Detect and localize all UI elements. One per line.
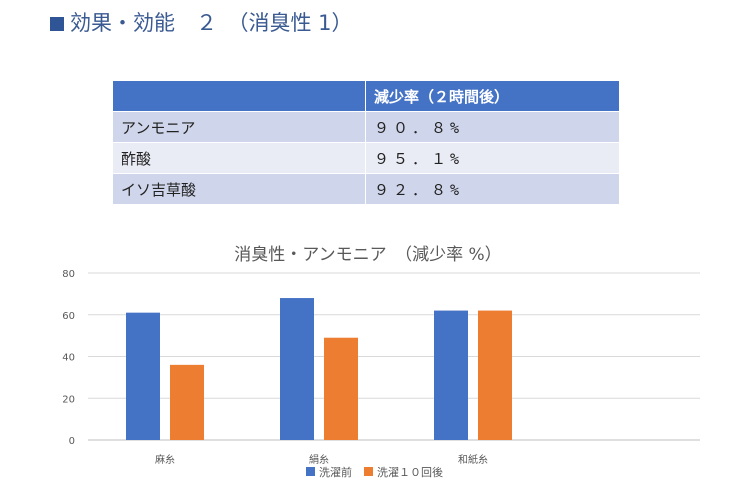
legend-swatch (306, 467, 315, 476)
x-tick-label: 和紙糸 (458, 453, 488, 466)
x-tick-label: 麻糸 (155, 453, 175, 466)
page-title-text: 効果・効能 ２ （消臭性 1） (70, 11, 353, 35)
table-header-cell (113, 81, 366, 112)
table-header-row: 減少率（２時間後） (113, 81, 619, 112)
legend-label: 洗濯１０回後 (377, 465, 443, 479)
table-cell-name: イソ吉草酸 (113, 173, 366, 204)
page-title: 効果・効能 ２ （消臭性 1） (50, 6, 353, 40)
x-tick-label: 絹糸 (309, 453, 329, 466)
y-tick-label: 20 (62, 394, 75, 405)
bar (434, 310, 468, 440)
table-row: 酢酸 ９５．１% (113, 142, 619, 174)
table-cell-value: ９２．８% (365, 173, 619, 204)
bar (170, 364, 204, 440)
results-table: 減少率（２時間後） アンモニア ９０．８% 酢酸 ９５．１% イソ吉草酸 ９２．… (113, 81, 619, 204)
legend-swatch (364, 467, 373, 476)
y-tick-label: 0 (69, 436, 75, 447)
table-cell-name: 酢酸 (113, 142, 366, 174)
chart-title: 消臭性・アンモニア （減少率 %） (234, 245, 501, 265)
table-cell-value: ９０．８% (365, 111, 619, 143)
legend-label: 洗濯前 (319, 465, 352, 479)
square-bullet-icon (50, 17, 64, 31)
bar (478, 310, 512, 440)
bar (126, 312, 160, 440)
table-row: イソ吉草酸 ９２．８% (113, 173, 619, 204)
bar (280, 298, 314, 440)
table-header-cell: 減少率（２時間後） (365, 81, 619, 112)
table-row: アンモニア ９０．８% (113, 111, 619, 143)
table-cell-name: アンモニア (113, 111, 366, 143)
bar (324, 337, 358, 440)
y-tick-label: 80 (62, 269, 75, 280)
y-tick-label: 60 (62, 311, 75, 322)
table-cell-value: ９５．１% (365, 142, 619, 174)
y-tick-label: 40 (62, 353, 75, 364)
